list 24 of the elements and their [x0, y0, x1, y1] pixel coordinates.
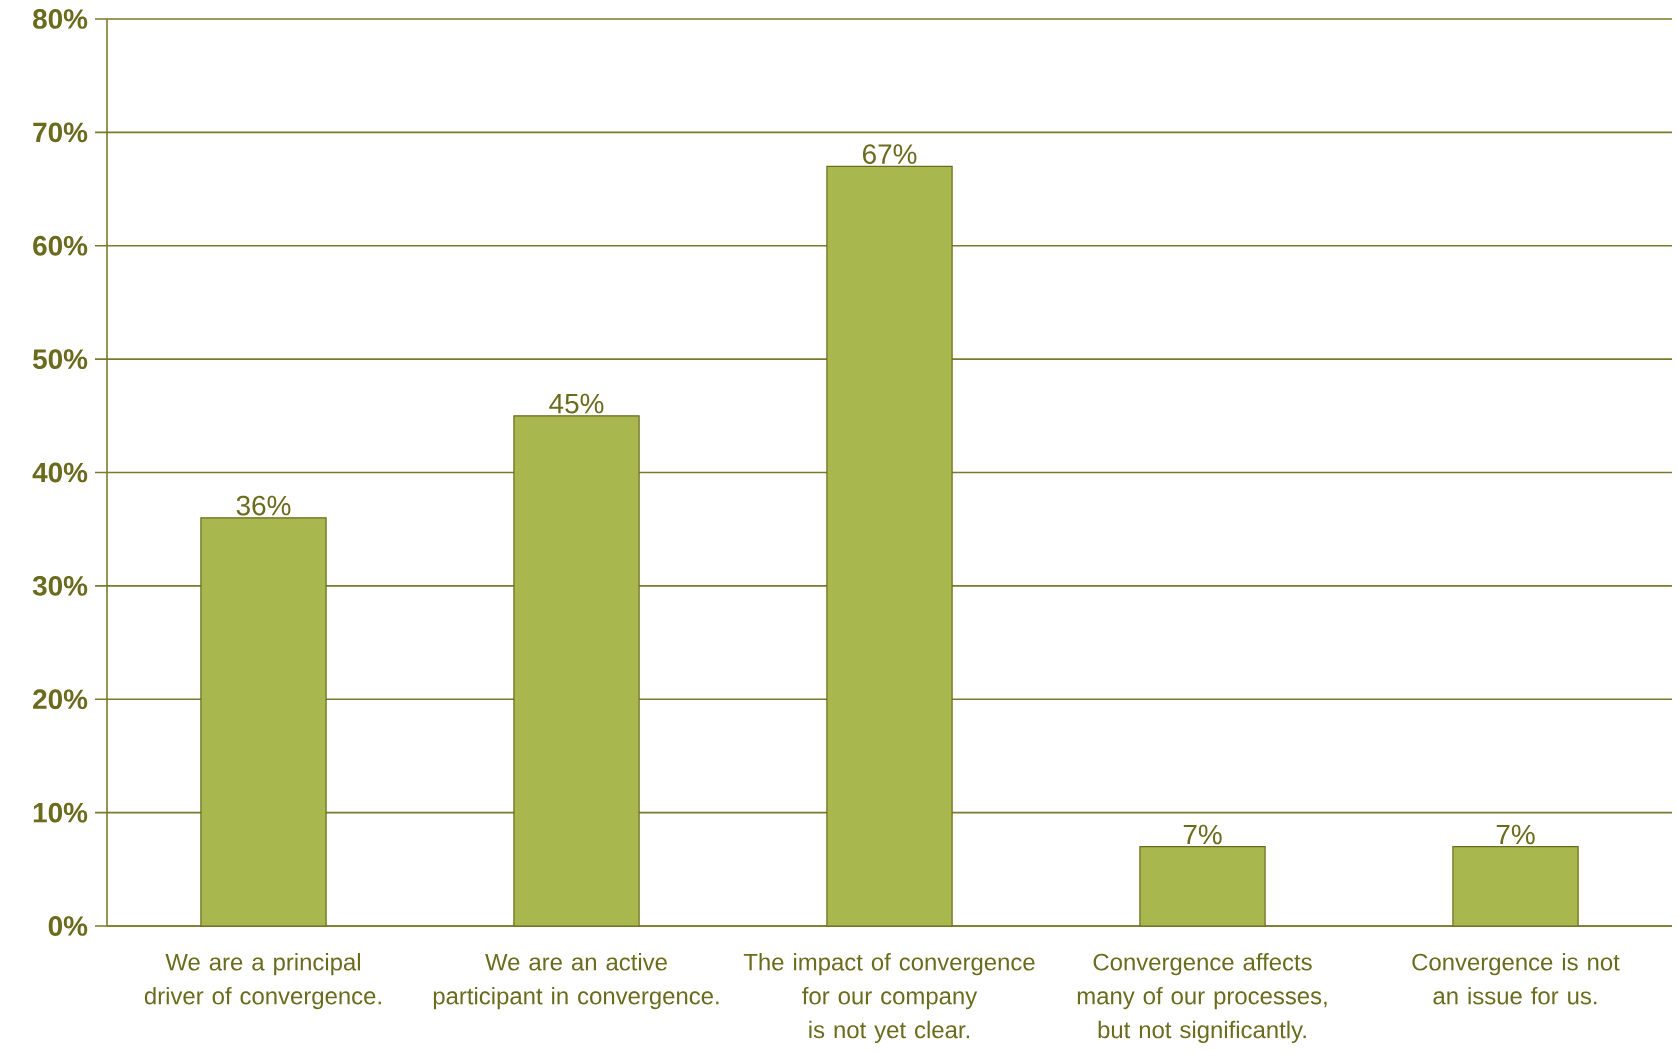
data-label: 36% [236, 495, 291, 516]
x-tick-label: We are an active participant in convergence. [433, 953, 719, 1010]
y-tick-label: 30% [32, 575, 88, 596]
y-tick-label: 40% [32, 462, 88, 483]
bar [826, 165, 953, 927]
y-tick-label: 50% [32, 349, 88, 369]
x-tick-label: Convergence is not an issue for us. [1412, 953, 1620, 1005]
bar [1452, 846, 1579, 927]
data-label: 7% [1183, 824, 1222, 845]
y-tick-label: 60% [33, 235, 88, 256]
y-tick-label: 10% [33, 802, 88, 823]
x-tick-label: The impact of convergence for our company is not yet clear. [743, 953, 1035, 1044]
bar [513, 415, 640, 927]
data-label: 7% [1496, 824, 1535, 845]
y-tick-label: 20% [33, 689, 88, 710]
bar [200, 517, 327, 927]
data-label: 45% [549, 393, 604, 414]
y-tick-label: 70% [33, 122, 88, 143]
data-label: 67% [863, 144, 917, 164]
y-tick-label: 80% [33, 9, 88, 29]
bar [1139, 846, 1266, 927]
x-tick-label: Convergence affects many of our processes, but not significantly. [1077, 953, 1327, 1044]
x-tick-label: We are a principal driver of convergence. [144, 953, 381, 1010]
y-tick-label: 0% [48, 916, 88, 936]
